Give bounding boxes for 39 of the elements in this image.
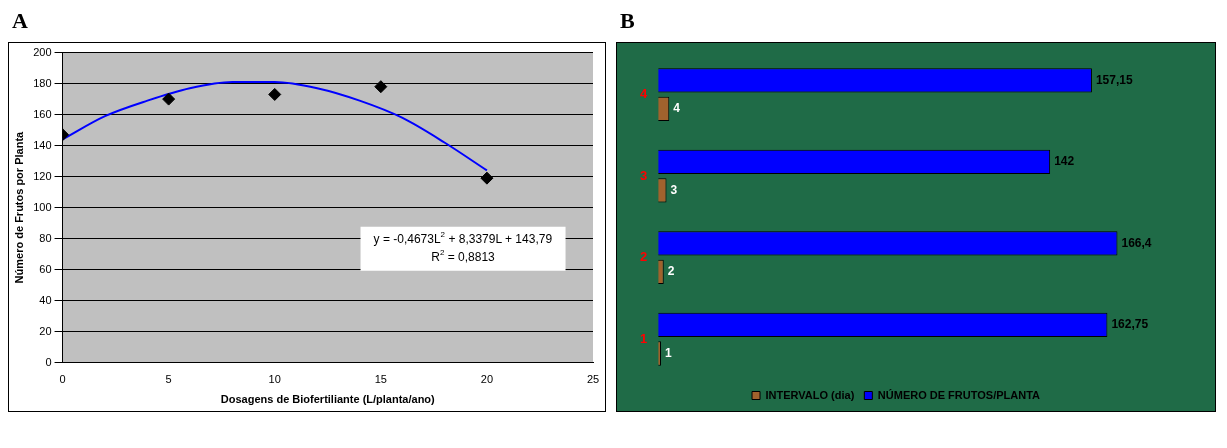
chart-title: B (620, 8, 636, 35)
x-tick-label: 5 (165, 373, 172, 386)
data-label: 2 (667, 264, 675, 279)
x-axis-title: Dosagens de Biofertiliante (L/planta/ano) (220, 393, 436, 406)
y-axis-title: Número de Frutos por Planta (12, 130, 25, 284)
y-tick-label: 80 (39, 231, 52, 244)
y-tick-label: 1 (640, 330, 648, 346)
point (268, 87, 282, 101)
chart-title: A (12, 8, 29, 35)
data-label: 166,4 (1121, 235, 1152, 250)
y-tick-label: 3 (640, 167, 648, 183)
x-tick-label: 15 (374, 373, 387, 386)
legend-label: NÚMERO DE FRUTOS/PLANTA (877, 388, 1041, 401)
x-tick-label: 25 (586, 373, 600, 386)
y-tick-label: 4 (640, 86, 648, 102)
x-tick-label: 0 (59, 373, 66, 386)
y-tick-label: 2 (640, 249, 648, 265)
y-tick-label: 20 (39, 324, 52, 337)
x-tick-label: 20 (480, 373, 494, 386)
point (162, 92, 176, 106)
point (480, 171, 494, 185)
y-tick-label: 100 (33, 200, 52, 213)
legend-label: INTERVALO (dia) (765, 388, 855, 401)
y-tick-label: 120 (33, 169, 52, 182)
point (374, 80, 388, 94)
data-label: 157,15 (1095, 72, 1133, 87)
y-tick-label: 40 (39, 293, 52, 306)
x-tick-label: 10 (268, 373, 281, 386)
y-tick-label: 160 (33, 107, 52, 120)
y-tick-label: 60 (39, 262, 52, 275)
y-tick-label: 0 (45, 355, 52, 368)
y-tick-label: 200 (33, 45, 52, 58)
data-label: 162,75 (1111, 317, 1149, 332)
data-label: 3 (670, 182, 678, 197)
data-label: 1 (664, 345, 672, 360)
y-tick-label: 180 (33, 76, 52, 89)
data-label: 142 (1054, 154, 1075, 169)
y-tick-label: 140 (33, 138, 52, 151)
data-label: 4 (673, 101, 681, 116)
